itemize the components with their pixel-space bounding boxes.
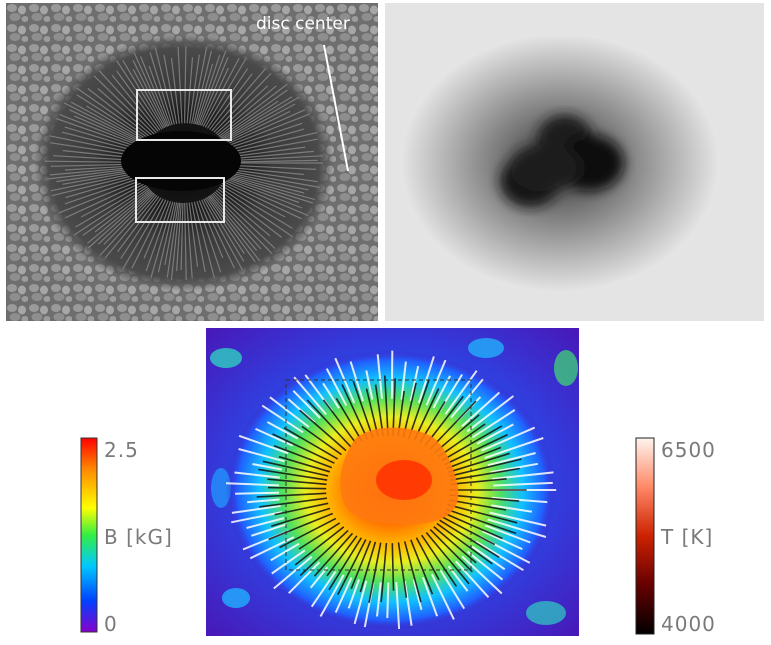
field-patches bbox=[210, 338, 578, 625]
intensity-image bbox=[385, 3, 764, 321]
field-colorbar-max-label: 2.5 bbox=[104, 438, 139, 462]
temperature-colorbar-max-label: 6500 bbox=[661, 438, 716, 462]
subfield-box bbox=[285, 379, 472, 571]
magnetic-field-map bbox=[206, 328, 579, 636]
field-vectors-black bbox=[256, 375, 527, 603]
umbra bbox=[121, 131, 241, 191]
temperature-colorbar-gradient bbox=[635, 437, 655, 635]
temperature-colorbar-min-label: 4000 bbox=[661, 612, 716, 636]
disc-center-label: disc center bbox=[256, 14, 350, 34]
field-vectors-white bbox=[225, 350, 557, 630]
field-colorbar-min-label: 0 bbox=[104, 612, 118, 636]
intensity-image-panel bbox=[385, 3, 764, 321]
disc-center-arrow bbox=[323, 44, 349, 172]
field-colorbar bbox=[80, 437, 98, 633]
blurred-umbra bbox=[500, 115, 624, 207]
field-colorbar-gradient bbox=[80, 437, 98, 633]
lower-box bbox=[135, 177, 225, 223]
magnetic-field-map-panel bbox=[206, 328, 579, 636]
temperature-colorbar bbox=[635, 437, 655, 635]
field-colorbar-quantity-label: B [kG] bbox=[104, 525, 173, 549]
temperature-colorbar-quantity-label: T [K] bbox=[661, 525, 714, 549]
upper-box bbox=[136, 89, 232, 141]
umbra-peak bbox=[376, 460, 432, 500]
continuum-image bbox=[6, 3, 378, 321]
continuum-image-panel: disc center bbox=[6, 3, 378, 321]
